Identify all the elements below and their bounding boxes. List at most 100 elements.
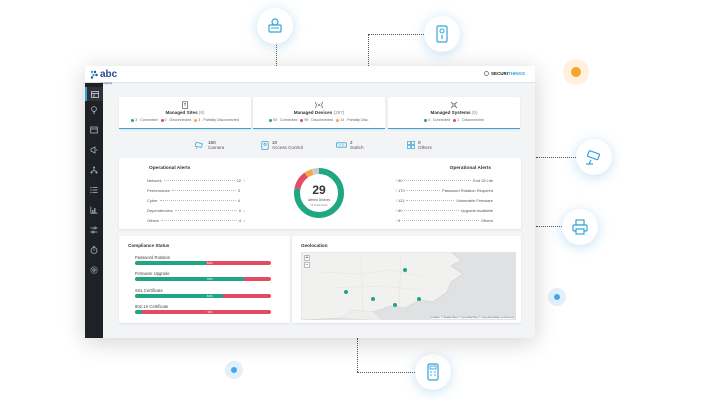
sliders-icon (90, 226, 98, 234)
map-marker[interactable] (403, 268, 407, 272)
map-attribution: Leaflet | © Stadia Maps © OpenMapTiles ©… (430, 316, 514, 319)
network-icon (90, 166, 98, 174)
sidebar-item-topology[interactable] (89, 165, 99, 175)
compliance-bar-8021x-certificate[interactable]: 9% (135, 310, 271, 314)
disconnected-dot (160, 118, 164, 122)
alert-row-performance[interactable]: Performance 3 (147, 187, 240, 193)
door-controller-icon (436, 25, 448, 43)
connected-dot (131, 118, 135, 122)
connector-line (357, 372, 415, 373)
printer-icon (572, 219, 588, 235)
managed-systems-title: Managed Systems (5) (430, 110, 478, 115)
compliance-fill (135, 261, 206, 265)
door-controller-bubble (424, 16, 460, 52)
connector-line (368, 34, 428, 35)
camera-bubble (576, 139, 612, 175)
map-marker[interactable] (393, 303, 397, 307)
connector-line (536, 157, 576, 158)
badge-reader-bubble (257, 8, 293, 44)
connector-line (357, 338, 358, 372)
building-icon (182, 101, 188, 109)
map-marker[interactable] (344, 290, 348, 294)
connector-line (536, 226, 562, 227)
compliance-label: SSL Certificate (135, 288, 163, 293)
alert-row-vulnerable-firmware[interactable]: ↑ 113 Vulnerable Firmware (395, 197, 493, 203)
brand-accent: THINGS (507, 71, 525, 76)
compliance-bar-password-rotation[interactable]: 52% (135, 261, 271, 265)
managed-devices-card[interactable]: Managed Devices (257) 93 Connected 99 Di… (253, 97, 385, 129)
sidebar-item-devices[interactable] (89, 125, 99, 135)
alerts-donut-chart[interactable]: 29 Alerted Devices Of Total Alerts (289, 163, 349, 223)
connected-dot (423, 118, 427, 122)
geolocation-title: Geolocation (301, 243, 328, 248)
decor-dot (571, 67, 581, 77)
alert-row-dependencies[interactable]: Dependencies 0 ↓ (147, 207, 245, 213)
timer-icon (90, 246, 98, 254)
compliance-status-card: Compliance Status Password Rotation 52% … (119, 236, 290, 323)
company-logo[interactable]: abc company (90, 67, 117, 84)
alert-row-cyber[interactable]: Cyber 4 (147, 197, 240, 203)
sidebar-item-settings[interactable] (89, 265, 99, 275)
megaphone-icon (90, 146, 98, 154)
compliance-fill (135, 277, 244, 281)
alert-trend-icon: ↓ (243, 217, 245, 223)
alert-row-end-of-life[interactable]: ↑ 90 End Of Life (395, 177, 493, 183)
printer-bubble (562, 209, 598, 245)
bulb-icon (91, 106, 97, 114)
sidebar-item-reports[interactable] (89, 185, 99, 195)
decor-dot (554, 294, 560, 300)
cctv-camera-icon (586, 150, 600, 165)
sidebar-item-dashboard[interactable] (85, 87, 103, 101)
sidebar (85, 83, 103, 338)
alert-trend-icon: ↑ (395, 197, 397, 203)
donut-segment[interactable] (294, 168, 344, 218)
compliance-value: 78% (206, 277, 213, 281)
managed-devices-stats: 93 Connected 99 Disconnected 14 Partiall… (253, 118, 385, 122)
access-control-icon (261, 140, 269, 150)
compliance-bar-ssl-certificate[interactable]: 63% (135, 294, 271, 298)
map-marker[interactable] (417, 297, 421, 301)
access-control-count[interactable]: 10 Access Control (261, 140, 303, 150)
zoom-out-button[interactable]: − (304, 262, 310, 268)
card-reader-icon (268, 18, 282, 33)
dashboard-window: abc company SECURITHINGS (85, 66, 535, 338)
others-count[interactable]: 0 Others (407, 140, 432, 150)
decor-dot (231, 367, 237, 373)
camera-count[interactable]: 180 Camera (195, 140, 224, 150)
card-accent-bar (119, 128, 251, 129)
partial-dot (194, 118, 198, 122)
switch-count[interactable]: 2 Switch (336, 140, 364, 150)
sidebar-item-schedules[interactable] (89, 245, 99, 255)
product-brand: SECURITHINGS (484, 71, 525, 76)
geolocation-map[interactable]: + − Leaflet | © Stadia Maps © OpenMapTil… (301, 252, 516, 320)
managed-systems-card[interactable]: Managed Systems (5) 4 Connected 1 Discon… (388, 97, 520, 129)
partial-dot (336, 118, 340, 122)
alert-row-others-right[interactable]: ↓ 9 Others (395, 217, 493, 223)
compliance-label: Password Rotation (135, 255, 171, 260)
managed-sites-title: Managed Sites (8) (165, 110, 205, 115)
sidebar-item-alerts[interactable] (89, 105, 99, 115)
sidebar-item-announcements[interactable] (89, 145, 99, 155)
alert-row-others[interactable]: Others 4 ↓ (147, 217, 245, 223)
managed-sites-card[interactable]: Managed Sites (8) 3 Connected 0 Disconne… (119, 97, 251, 129)
compliance-fill (135, 310, 142, 314)
alert-trend-icon: ↑ (395, 177, 397, 183)
top-bar: abc company SECURITHINGS (85, 66, 535, 84)
alert-trend-icon: ↓ (243, 207, 245, 213)
compliance-value: 52% (206, 261, 213, 265)
donut-sublabel: Of Total Alerts (310, 203, 328, 207)
zoom-in-button[interactable]: + (304, 255, 310, 261)
alert-row-upgrade-available[interactable]: ↑ 50 Upgrade Available (395, 207, 493, 213)
alert-row-password-rotation[interactable]: ↑ 170 Password Rotation Required (395, 187, 493, 193)
compliance-bar-firmware-upgrade[interactable]: 78% (135, 277, 271, 281)
sidebar-item-configuration[interactable] (89, 225, 99, 235)
map-marker[interactable] (371, 297, 375, 301)
alert-row-network[interactable]: Network 22 ↑ (147, 177, 245, 183)
geolocation-card: Geolocation + − Leaflet | © Stadia Maps … (292, 236, 521, 323)
card-accent-bar (388, 128, 520, 129)
managed-devices-title: Managed Devices (257) (293, 110, 345, 115)
switch-icon (336, 142, 347, 148)
alerts-left-title: Operational Alerts (149, 166, 191, 171)
sidebar-item-analytics[interactable] (89, 205, 99, 215)
managed-sites-stats: 3 Connected 0 Disconnected 3 Partially D… (119, 118, 251, 122)
